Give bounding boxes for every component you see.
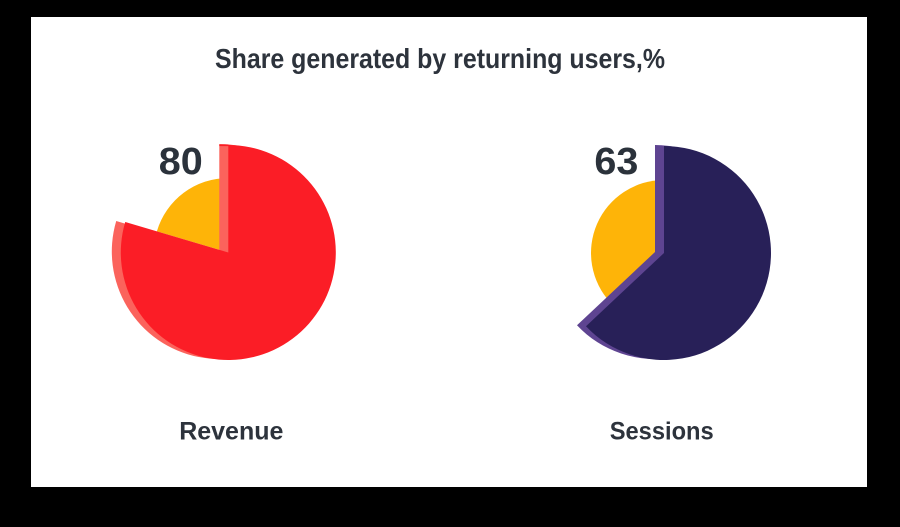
svg-text:80: 80 bbox=[159, 141, 203, 183]
svg-text:Sessions: Sessions bbox=[610, 417, 714, 445]
svg-text:63: 63 bbox=[594, 141, 638, 183]
svg-text:Share generated by returning u: Share generated by returning users,% bbox=[215, 43, 665, 74]
svg-text:Revenue: Revenue bbox=[179, 417, 283, 445]
